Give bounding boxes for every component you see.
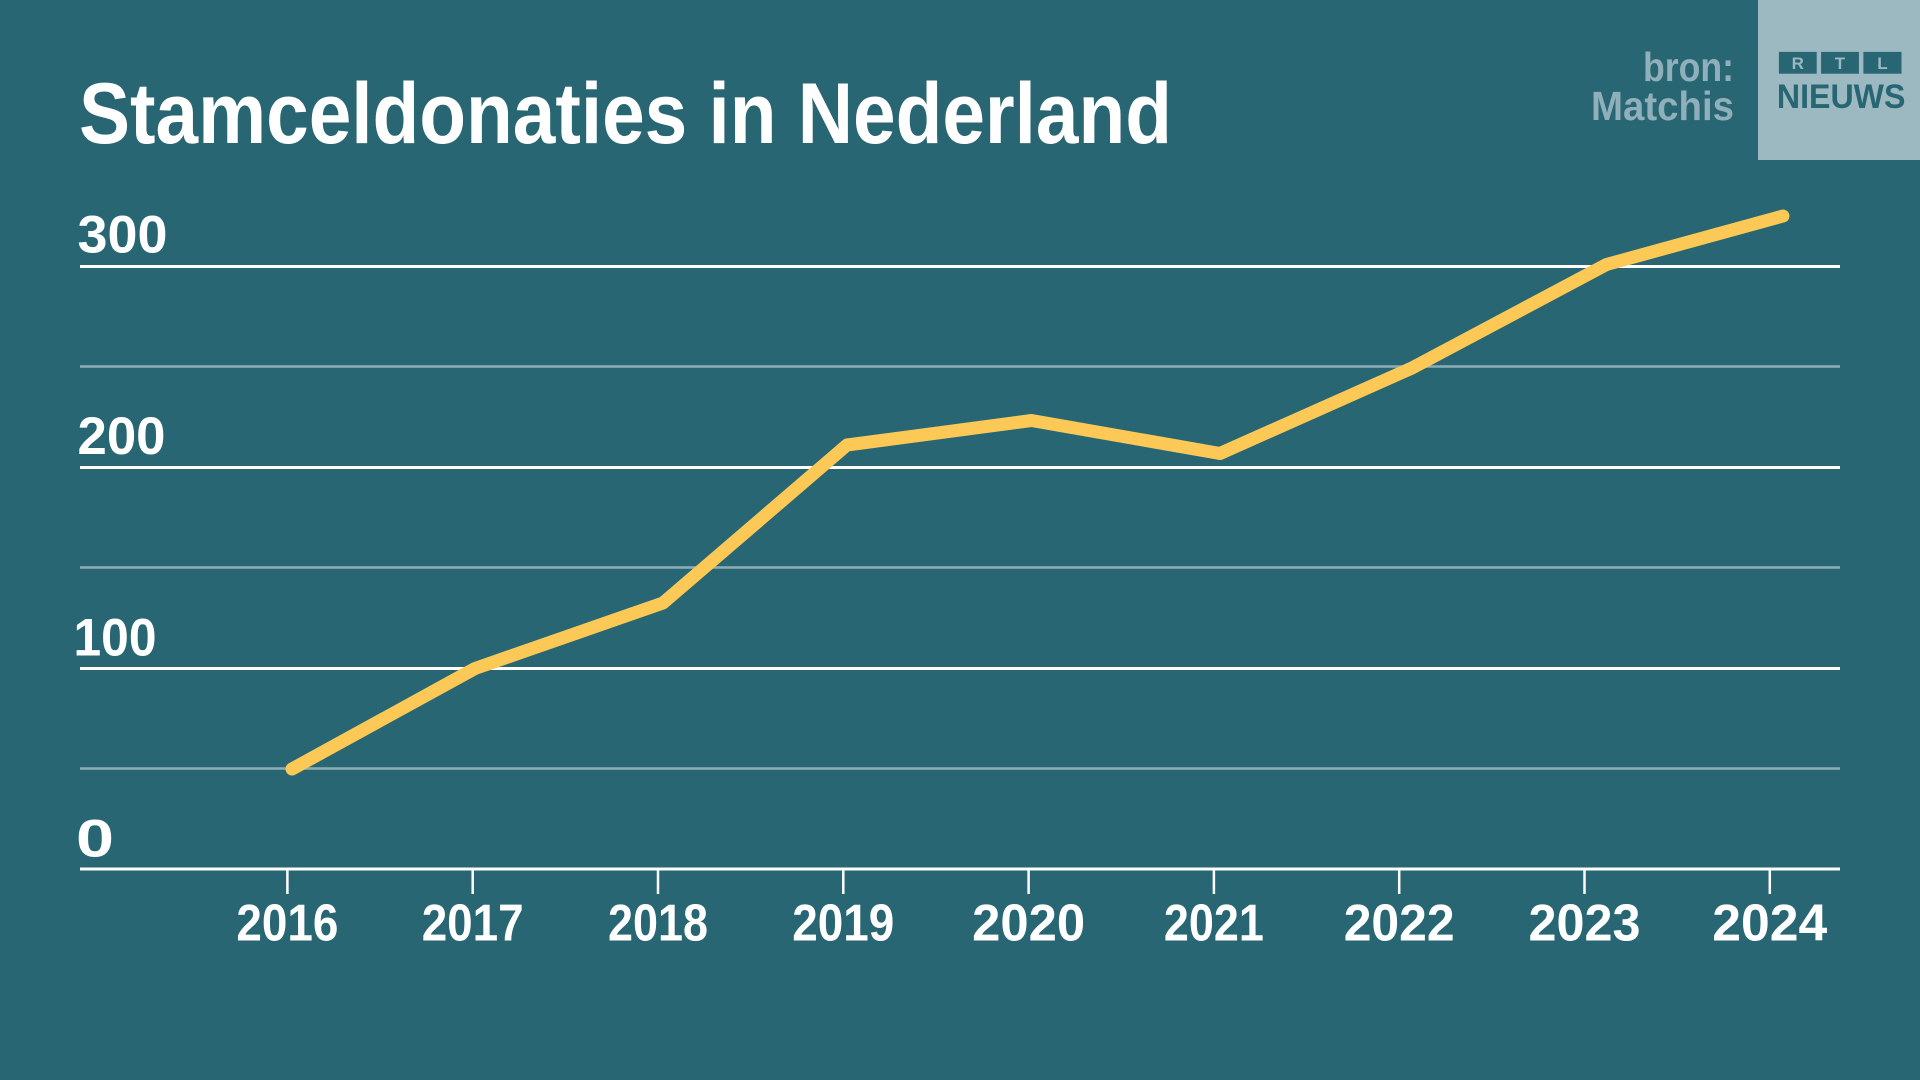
- svg-text:300: 300: [78, 205, 168, 264]
- svg-text:2019: 2019: [792, 895, 894, 953]
- svg-text:2016: 2016: [236, 895, 338, 953]
- svg-text:2020: 2020: [972, 895, 1085, 953]
- svg-text:2017: 2017: [422, 895, 524, 953]
- svg-text:Matchis: Matchis: [1591, 83, 1734, 129]
- svg-text:200: 200: [78, 407, 166, 466]
- svg-text:NIEUWS: NIEUWS: [1777, 78, 1906, 116]
- svg-text:L: L: [1877, 54, 1887, 73]
- svg-text:100: 100: [74, 608, 157, 667]
- svg-text:2024: 2024: [1712, 895, 1827, 953]
- svg-text:2022: 2022: [1344, 895, 1455, 953]
- svg-text:2018: 2018: [608, 895, 708, 953]
- svg-text:0: 0: [76, 810, 114, 869]
- svg-text:2023: 2023: [1529, 895, 1641, 953]
- svg-text:Stamceldonaties in Nederland: Stamceldonaties in Nederland: [79, 66, 1172, 162]
- svg-text:2021: 2021: [1164, 895, 1264, 953]
- svg-text:R: R: [1792, 54, 1804, 73]
- svg-text:bron:: bron:: [1643, 44, 1734, 90]
- svg-text:T: T: [1835, 54, 1846, 73]
